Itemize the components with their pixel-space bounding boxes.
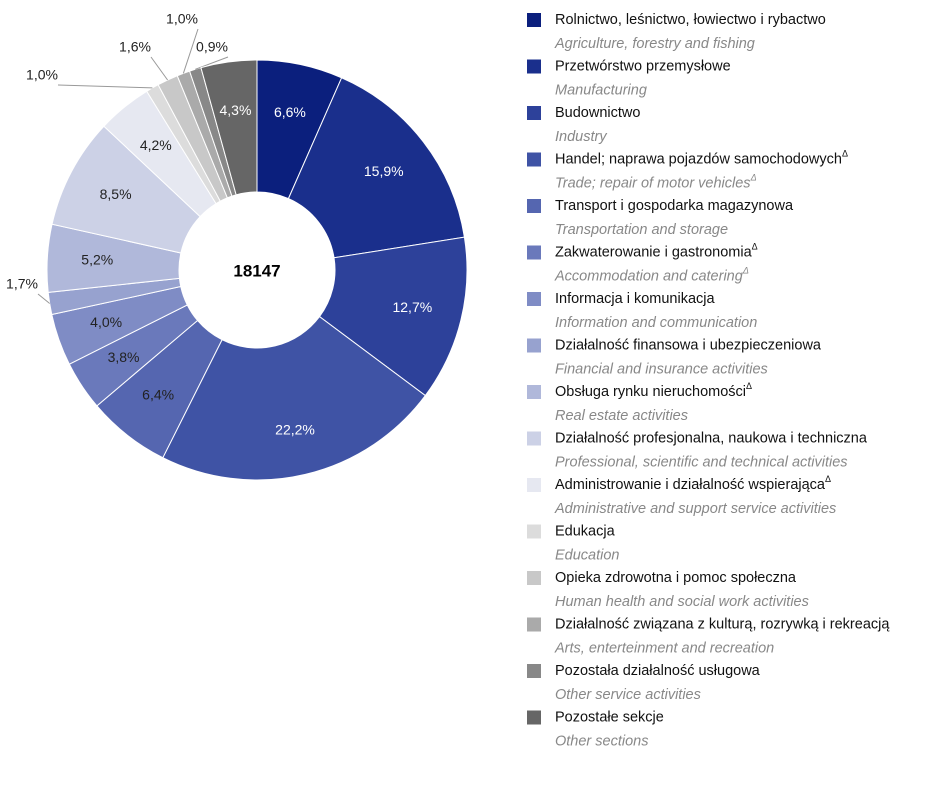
- legend-label-en: Human health and social work activities: [555, 594, 809, 610]
- legend-swatch: [527, 245, 541, 260]
- value-label: 15,9%: [364, 163, 404, 179]
- legend-label: Administrowanie i działalność wspierając…: [555, 474, 831, 492]
- legend-label-en: Arts, enterteinment and recreation: [554, 640, 774, 656]
- value-label: 1,0%: [166, 11, 198, 27]
- legend-swatch: [527, 338, 541, 353]
- legend-label: Pozostałe sekcje: [555, 709, 664, 725]
- value-label: 6,4%: [142, 387, 174, 403]
- legend-label: Przetwórstwo przemysłowe: [555, 58, 731, 74]
- legend-label-en: Trade; repair of motor vehiclesΔ: [555, 173, 757, 191]
- legend-label-en: Transportation and storage: [555, 222, 728, 238]
- legend-swatch: [527, 571, 541, 585]
- value-label: 22,2%: [275, 421, 315, 437]
- legend-label-en: Real estate activities: [555, 408, 688, 424]
- legend-swatch: [527, 292, 541, 306]
- legend-label: Handel; naprawa pojazdów samochodowychΔ: [555, 149, 848, 167]
- value-label: 4,2%: [140, 137, 172, 153]
- legend-label: Zakwaterowanie i gastronomiaΔ: [555, 242, 758, 260]
- legend-label: Opieka zdrowotna i pomoc społeczna: [555, 570, 797, 586]
- legend-label: Edukacja: [555, 523, 616, 539]
- legend-label-en: Manufacturing: [555, 82, 647, 98]
- legend-swatch: [527, 524, 541, 539]
- value-label: 0,9%: [196, 39, 228, 55]
- slice: [200, 59, 258, 196]
- slice: [287, 77, 465, 259]
- legend-swatch: [527, 710, 541, 725]
- legend-swatch: [527, 199, 541, 213]
- value-label: 1,6%: [119, 39, 151, 55]
- legend-label: Działalność profesjonalna, naukowa i tec…: [555, 430, 868, 446]
- legend-swatch: [527, 152, 541, 167]
- legend-swatch: [527, 106, 541, 120]
- leader-line: [150, 56, 168, 81]
- slice: [318, 236, 468, 397]
- legend-label-en: Education: [555, 547, 620, 563]
- legend-swatch: [527, 478, 541, 492]
- legend-label: Obsługa rynku nieruchomościΔ: [555, 381, 752, 399]
- total-label: 18147: [233, 261, 280, 280]
- legend-label-en: Agriculture, forestry and fishing: [554, 36, 755, 52]
- legend-label-en: Administrative and support service activ…: [554, 501, 836, 517]
- legend-swatch: [527, 59, 541, 74]
- legend-label: Pozostała działalność usługowa: [555, 663, 761, 679]
- value-label: 5,2%: [81, 252, 113, 268]
- legend-swatch: [527, 431, 541, 446]
- legend-label: Rolnictwo, leśnictwo, łowiectwo i rybact…: [555, 12, 826, 28]
- legend-swatch: [527, 664, 541, 678]
- legend-label-en: Financial and insurance activities: [555, 361, 768, 377]
- legend-label-en: Other sections: [555, 733, 649, 749]
- leader-line: [182, 28, 199, 74]
- legend-label-en: Accommodation and cateringΔ: [554, 266, 749, 284]
- leader-line: [37, 293, 51, 304]
- value-label: 6,6%: [274, 104, 306, 120]
- legend-label-en: Professional, scientific and technical a…: [555, 454, 848, 470]
- legend-swatch: [527, 13, 541, 27]
- legend-label-en: Information and communication: [555, 315, 757, 331]
- value-label: 1,7%: [6, 276, 38, 292]
- value-label: 1,0%: [26, 67, 58, 83]
- legend-label: Działalność finansowa i ubezpieczeniowa: [555, 337, 822, 353]
- legend-swatch: [527, 617, 541, 632]
- value-label: 12,7%: [392, 299, 432, 315]
- slice: [162, 315, 427, 481]
- legend-label: Informacja i komunikacja: [555, 291, 715, 307]
- legend-label-en: Industry: [555, 129, 607, 145]
- legend-label: Budownictwo: [555, 105, 640, 121]
- legend-swatch: [527, 385, 541, 399]
- legend-label: Działalność związana z kulturą, rozrywką…: [555, 616, 890, 632]
- legend-label-en: Other service activities: [555, 687, 701, 703]
- value-label: 3,8%: [108, 349, 140, 365]
- legend-label: Transport i gospodarka magazynowa: [555, 198, 794, 214]
- value-label: 8,5%: [100, 186, 132, 202]
- value-label: 4,3%: [219, 102, 251, 118]
- value-label: 4,0%: [90, 314, 122, 330]
- leader-line: [57, 84, 153, 89]
